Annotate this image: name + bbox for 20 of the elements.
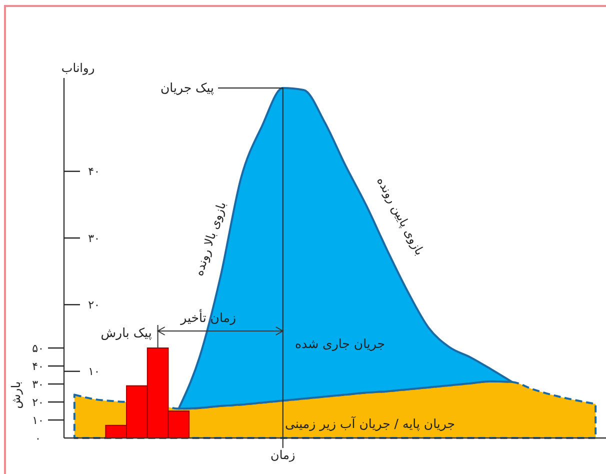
annotation: پیک جریان: [160, 80, 215, 96]
annotation: پیک بارش: [100, 325, 152, 341]
y-axis-title: بارش: [9, 381, 23, 409]
annotation: بازوی بالا رونده: [192, 200, 229, 278]
y-tick-label: ۲۰: [32, 396, 44, 409]
y-tick-label: ۵۰: [32, 342, 44, 355]
series-label: جریان جاری شده: [295, 336, 385, 352]
y-tick-label: ۴۰: [32, 360, 44, 373]
series-label: جریان پایه / جریان آب زیر زمینی: [284, 416, 456, 432]
y2-tick-label: ۳۰: [88, 232, 100, 245]
y-tick-label: ۳۰: [32, 378, 44, 391]
y-tick-label: ۱۰: [32, 414, 44, 427]
y-tick-label: ۰: [35, 432, 41, 445]
annotation: زمان تأخیر: [180, 309, 236, 326]
y2-tick-label: ۲۰: [88, 298, 100, 312]
annotation: بازوی پایین رونده: [374, 174, 427, 258]
y2-axis-title: رواناب: [61, 61, 95, 75]
y2-tick-label: ۱۰: [88, 365, 100, 378]
x-axis-title: زمان: [270, 448, 296, 462]
y2-tick-label: ۴۰: [88, 165, 100, 178]
